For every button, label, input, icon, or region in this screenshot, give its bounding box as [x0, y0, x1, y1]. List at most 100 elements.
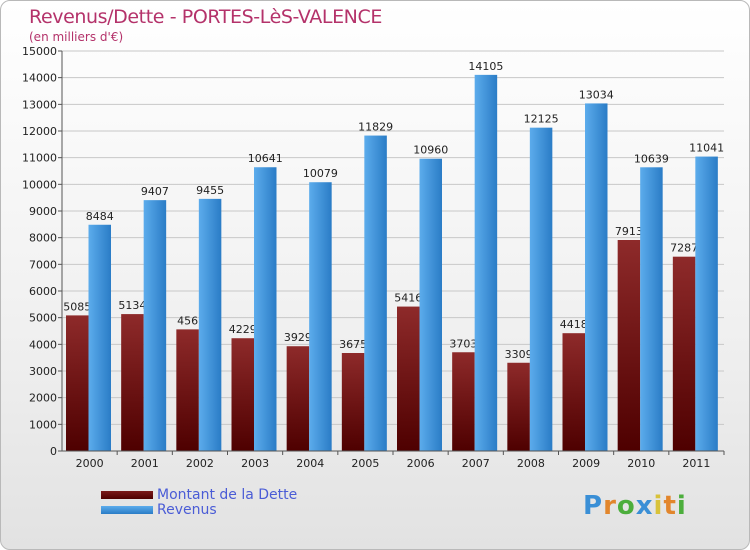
x-tick-label: 2000	[76, 457, 104, 470]
data-label-dette: 3675	[339, 338, 367, 351]
bar-revenus	[474, 74, 498, 451]
axes	[61, 51, 724, 452]
y-tick-label: 1000	[29, 418, 57, 431]
x-tick-label: 2011	[682, 457, 710, 470]
data-label-revenus: 13034	[579, 88, 614, 101]
bar-dette	[341, 353, 365, 451]
data-label-dette: 4229	[229, 323, 257, 336]
data-label-dette: 7913	[615, 225, 643, 238]
y-tick-label: 7000	[29, 258, 57, 271]
y-tick-label: 2000	[29, 392, 57, 405]
data-label-dette: 456	[177, 314, 198, 327]
data-label-dette: 7287	[670, 242, 698, 255]
data-label-dette: 5134	[118, 299, 146, 312]
bar-dette	[507, 362, 530, 451]
bar-revenus	[88, 224, 111, 451]
proxiti-logo: Proxiti	[583, 491, 687, 521]
data-label-revenus: 9455	[196, 184, 224, 197]
legend-label-dette: Montant de la Dette	[157, 486, 298, 503]
data-label-revenus: 10960	[413, 144, 448, 157]
bar-dette	[231, 338, 254, 451]
y-tick-label: 12000	[22, 125, 57, 138]
brand-letter: i	[676, 491, 687, 521]
y-tick-label: 11000	[22, 152, 57, 165]
brand-letter: P	[583, 491, 604, 521]
data-label-dette: 5416	[394, 292, 422, 305]
bar-revenus	[419, 158, 442, 451]
x-tick-label: 2003	[241, 457, 269, 470]
bar-dette	[121, 314, 144, 451]
bar-revenus	[309, 182, 332, 451]
x-tick-label: 2004	[296, 457, 324, 470]
bar-revenus	[198, 198, 222, 451]
bar-revenus	[529, 127, 553, 452]
bar-dette	[286, 346, 310, 451]
bars: 5085 8484 5134 9407 456 9455 4229 10641 3929 1007…	[63, 60, 724, 452]
y-tick-label: 5000	[29, 312, 57, 325]
bar-dette	[176, 329, 199, 451]
y-axis-ticks: 0 1000 2000 3000 4000 5000 6000 7000 8000 9000 100…	[22, 45, 62, 458]
brand-letter: i	[653, 491, 664, 521]
x-tick-label: 2002	[186, 457, 214, 470]
data-label-dette: 3309	[505, 348, 533, 361]
y-tick-label: 4000	[29, 338, 57, 351]
data-label-revenus: 10641	[248, 152, 283, 165]
data-label-revenus: 11041	[689, 142, 724, 155]
data-label-dette: 5085	[63, 300, 91, 313]
y-tick-label: 9000	[29, 205, 57, 218]
data-label-revenus: 11829	[358, 121, 393, 134]
brand-letter: r	[603, 491, 617, 521]
brand-letter: t	[663, 491, 677, 521]
chart-subtitle: (en milliers d'€)	[29, 30, 124, 44]
bar-revenus	[364, 135, 387, 451]
bar-revenus	[254, 167, 277, 452]
brand-letter: x	[635, 491, 654, 521]
bar-revenus	[640, 167, 663, 451]
data-label-revenus: 8484	[86, 210, 114, 223]
data-label-revenus: 14105	[468, 60, 503, 73]
y-tick-label: 6000	[29, 285, 57, 298]
bar-dette	[397, 306, 420, 451]
bar-dette	[672, 256, 696, 451]
x-tick-label: 2007	[462, 457, 490, 470]
x-tick-label: 2005	[351, 457, 379, 470]
y-tick-label: 3000	[29, 365, 57, 378]
legend: Montant de la Dette Revenus	[101, 486, 298, 518]
grid-lines	[62, 50, 724, 452]
data-label-revenus: 10639	[634, 152, 669, 165]
x-tick-label: 2009	[572, 457, 600, 470]
bar-dette	[617, 239, 641, 451]
brand-letter: o	[616, 491, 636, 521]
data-label-revenus: 10079	[303, 167, 338, 180]
x-tick-label: 2001	[131, 457, 159, 470]
x-tick-label: 2008	[517, 457, 545, 470]
bar-dette	[452, 352, 475, 451]
x-tick-label: 2010	[627, 457, 655, 470]
legend-label-revenus: Revenus	[157, 501, 217, 518]
bar-revenus	[143, 200, 167, 451]
bar-dette	[562, 333, 585, 451]
chart-title: Revenus/Dette - PORTES-LèS-VALENCE	[29, 6, 382, 28]
data-label-dette: 4418	[560, 318, 588, 331]
data-label-dette: 3703	[449, 337, 477, 350]
y-tick-label: 15000	[22, 45, 57, 58]
legend-swatch-revenus	[101, 505, 153, 514]
y-tick-label: 0	[50, 445, 57, 458]
legend-item-revenus: Revenus	[101, 501, 297, 518]
x-axis-ticks: 2000 2001 2002 2003 2004 2005 2006 2007 2008 2009…	[76, 451, 725, 470]
bar-dette	[66, 315, 89, 451]
bar-revenus	[695, 156, 718, 451]
x-tick-label: 2006	[407, 457, 435, 470]
y-tick-label: 10000	[22, 178, 57, 191]
y-tick-label: 13000	[22, 98, 57, 111]
data-label-revenus: 9407	[141, 185, 169, 198]
y-tick-label: 14000	[22, 72, 57, 85]
data-label-dette: 3929	[284, 331, 312, 344]
legend-item-dette: Montant de la Dette	[101, 486, 298, 503]
bar-revenus	[585, 103, 608, 451]
y-tick-label: 8000	[29, 232, 57, 245]
legend-swatch-dette	[101, 490, 153, 499]
data-label-revenus: 12125	[524, 113, 559, 126]
